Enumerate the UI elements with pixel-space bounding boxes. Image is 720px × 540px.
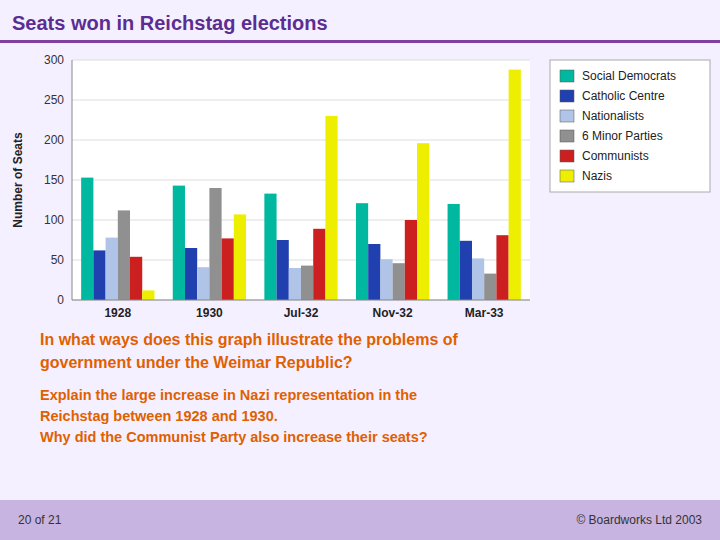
grid-line [72, 100, 530, 101]
bar [197, 267, 209, 300]
legend-label: Social Democrats [582, 69, 676, 83]
y-axis-label: Number of Seats [11, 132, 25, 228]
background [0, 0, 720, 540]
bar [289, 268, 301, 300]
bar [106, 238, 118, 300]
page-number: 20 of 21 [18, 513, 62, 527]
x-tick-label: 1928 [104, 306, 131, 320]
bar [460, 241, 472, 300]
y-tick-label: 100 [44, 213, 64, 227]
page: {"chart_data": {"type": "bar", "title": … [0, 0, 720, 540]
legend-swatch [560, 170, 574, 182]
grid-line [72, 300, 530, 301]
bar [130, 257, 142, 300]
legend-swatch [560, 90, 574, 102]
bar [301, 266, 313, 300]
bar [313, 229, 325, 300]
bar [264, 194, 276, 300]
question-text: Explain the large increase in Nazi repre… [40, 387, 417, 403]
chart-container: Seats won in Reichstag elections 0 50 100 15… [0, 0, 720, 540]
legend-box [550, 60, 710, 192]
x-tick-label: Mar-33 [465, 306, 504, 320]
legend-swatch [560, 110, 574, 122]
bar [509, 70, 521, 300]
legend-swatch [560, 130, 574, 142]
bar [118, 210, 130, 300]
y-grid [72, 60, 530, 300]
bars [81, 70, 521, 300]
bar [277, 240, 289, 300]
plot-background [72, 60, 530, 300]
legend-label: 6 Minor Parties [582, 129, 663, 143]
legend: Social Democrats Catholic Centre Nationali… [550, 60, 710, 192]
bar-series [130, 220, 509, 300]
legend-swatch [560, 150, 574, 162]
x-tick-label: 1930 [196, 306, 223, 320]
x-tick-label: Jul-32 [284, 306, 319, 320]
title-rule [0, 40, 720, 43]
bar [472, 258, 484, 300]
title: Seats won in Reichstag elections [12, 12, 328, 34]
bar [173, 186, 185, 300]
bar-series [142, 70, 521, 300]
grid-line [72, 140, 530, 141]
y-tick-label: 50 [51, 253, 65, 267]
legend-label: Nationalists [582, 109, 644, 123]
bar [368, 244, 380, 300]
question-text: In what ways does this graph illustrate … [40, 331, 459, 348]
bar [209, 188, 221, 300]
bar [380, 259, 392, 300]
grid-line [72, 220, 530, 221]
bar [234, 214, 246, 300]
bar [81, 178, 93, 300]
legend-label: Communists [582, 149, 649, 163]
bar [484, 274, 496, 300]
bar [393, 263, 405, 300]
bar-series [118, 188, 497, 300]
bar [185, 248, 197, 300]
bar [417, 143, 429, 300]
y-axis-line [72, 60, 73, 300]
question-text: Reichstag between 1928 and 1930. [40, 408, 278, 424]
grid-line [72, 60, 530, 61]
bar [222, 238, 234, 300]
y-tick-label: 300 [44, 53, 64, 67]
y-tick-label: 150 [44, 173, 64, 187]
bar [448, 204, 460, 300]
y-tick-label: 250 [44, 93, 64, 107]
bar [142, 290, 154, 300]
question-text: government under the Weimar Republic? [40, 354, 353, 371]
question-text: Why did the Communist Party also increas… [40, 429, 428, 445]
bar [325, 116, 337, 300]
bar-series [81, 178, 460, 300]
bar [496, 235, 508, 300]
copyright: © Boardworks Ltd 2003 [576, 513, 702, 527]
footer [0, 500, 720, 540]
y-tick-label: 0 [57, 293, 64, 307]
bar [405, 220, 417, 300]
bar [93, 250, 105, 300]
legend-label: Catholic Centre [582, 89, 665, 103]
legend-label: Nazis [582, 169, 612, 183]
legend-swatch [560, 70, 574, 82]
chart-svg: Seats won in Reichstag elections 0 50 100 15… [0, 0, 720, 540]
x-tick-label: Nov-32 [373, 306, 413, 320]
grid-line [72, 180, 530, 181]
x-axis-line [72, 300, 530, 301]
bar [356, 203, 368, 300]
y-tick-label: 200 [44, 133, 64, 147]
